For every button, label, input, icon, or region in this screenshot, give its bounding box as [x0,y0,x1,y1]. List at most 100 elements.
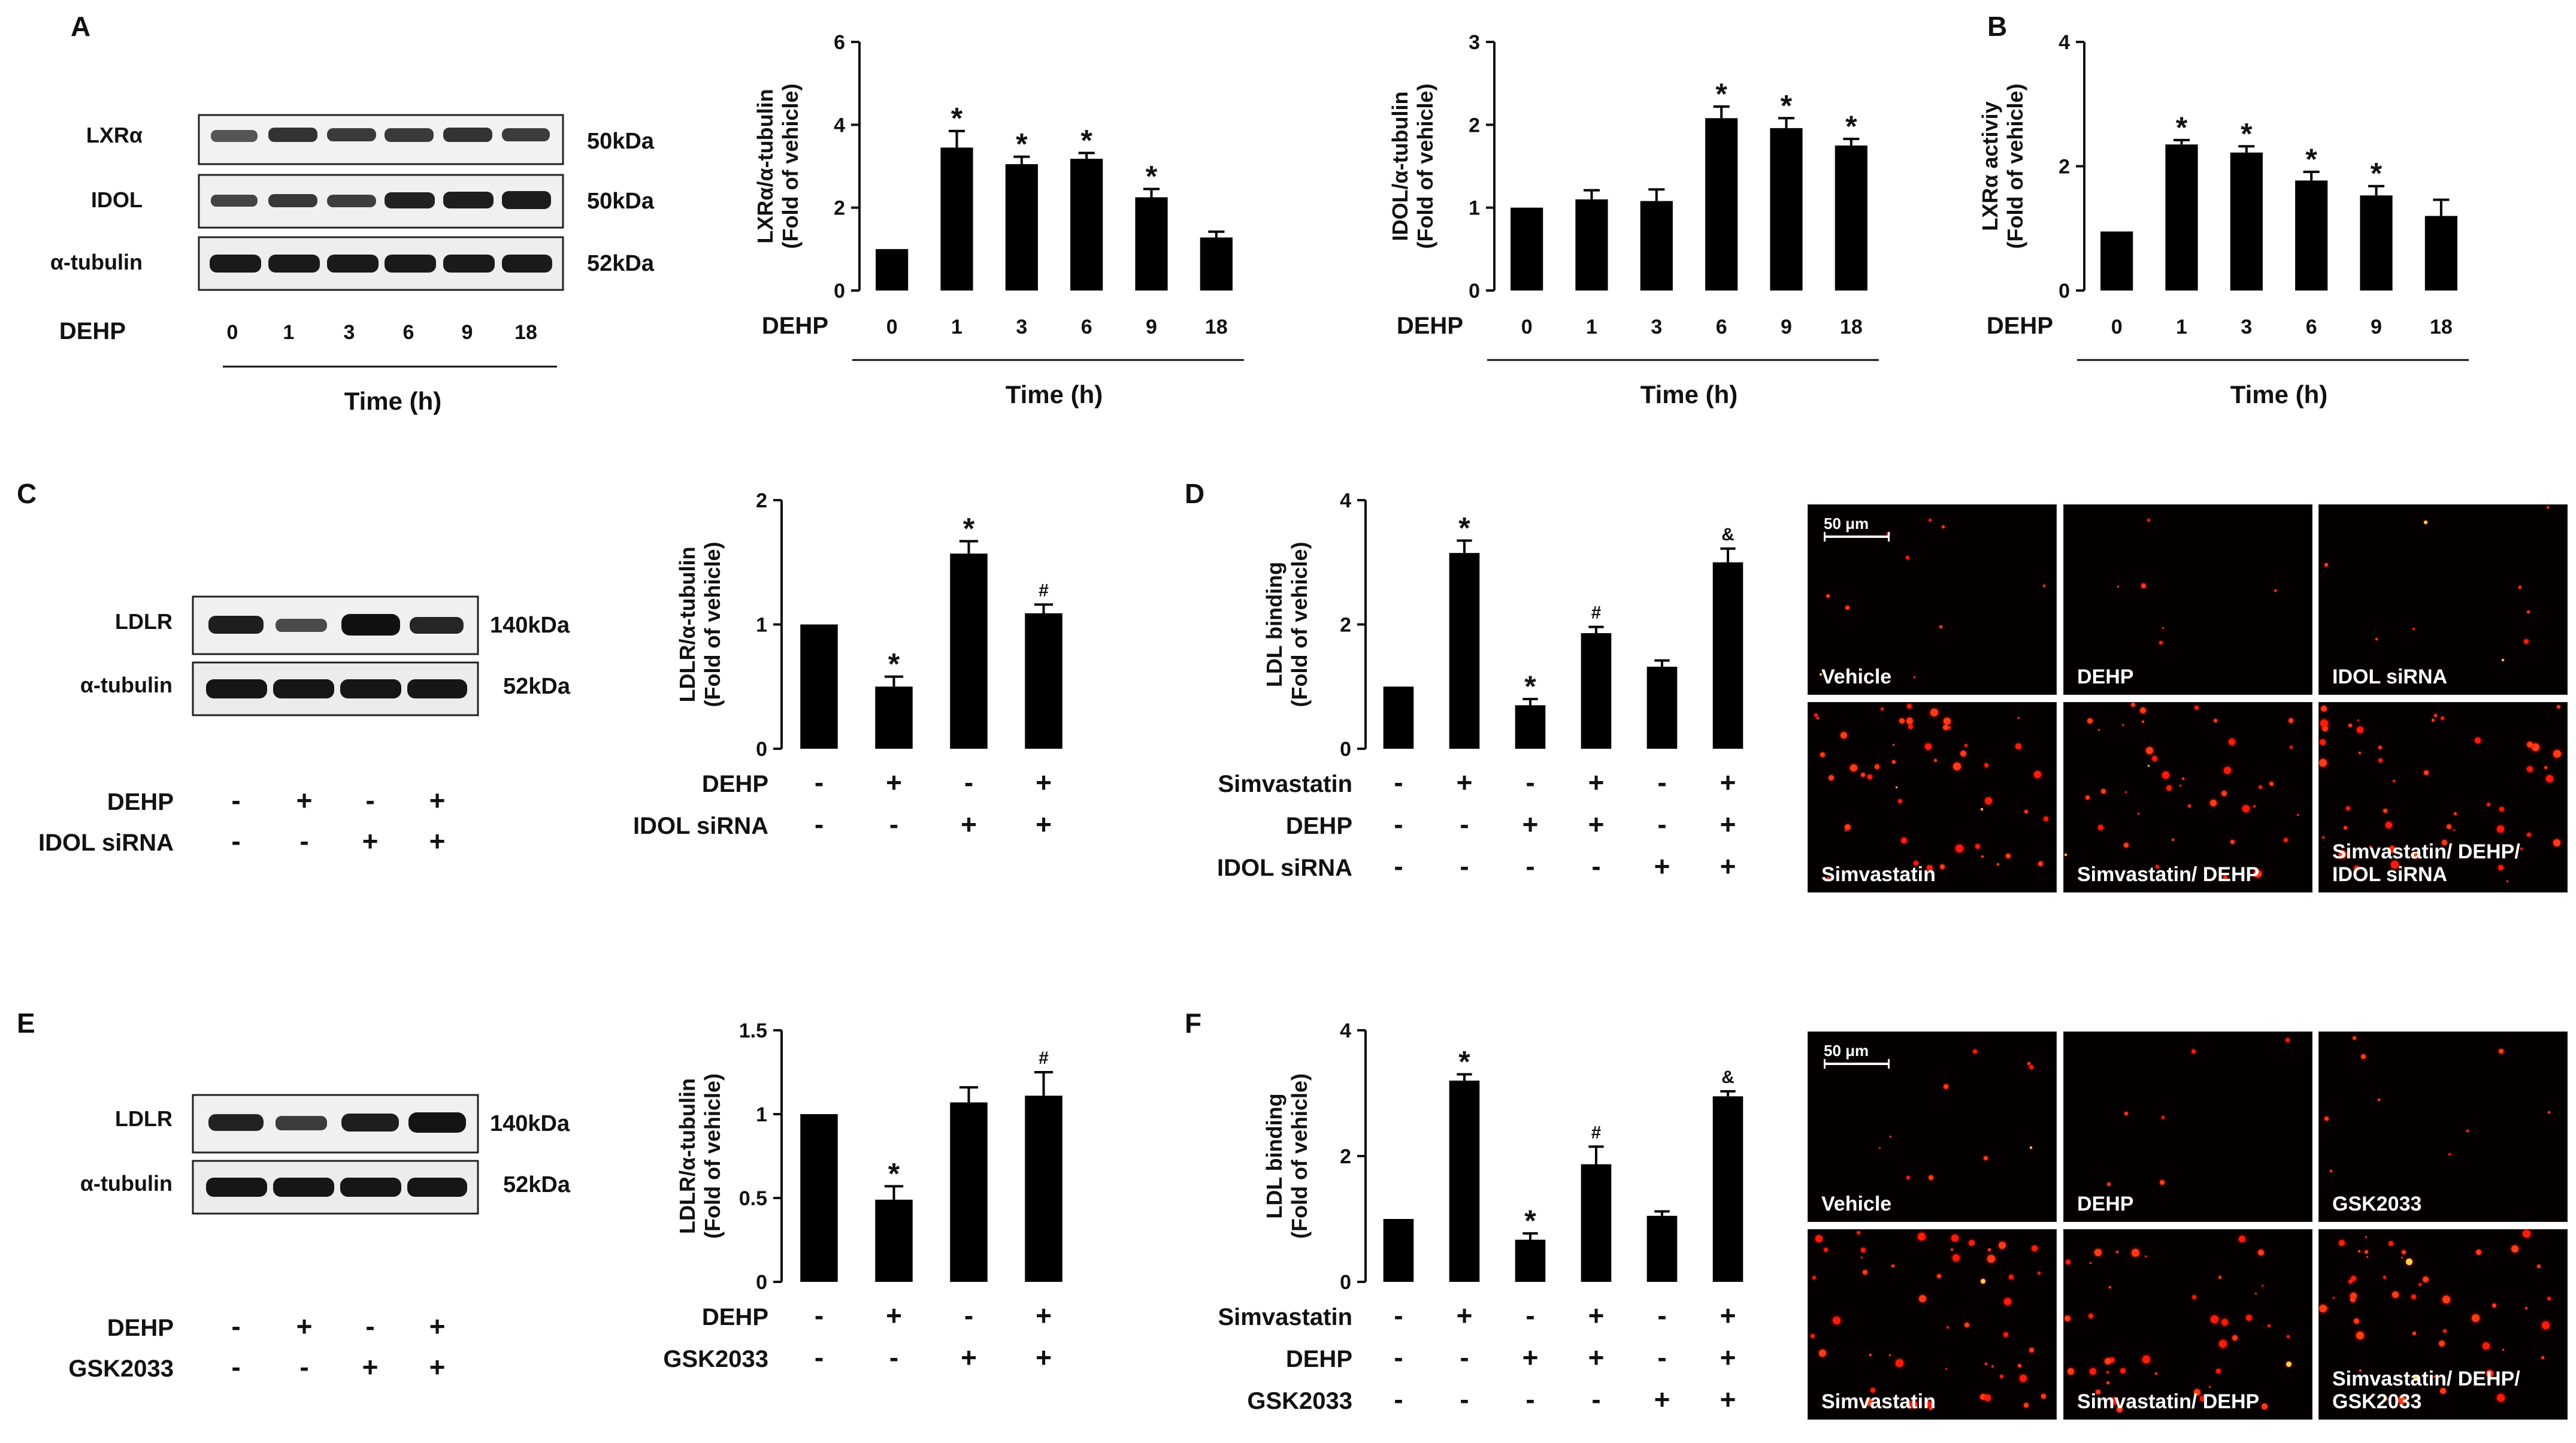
fluorescent-spot [2141,583,2146,588]
fluorescent-spot [2029,1065,2033,1069]
y-tick-label: 0 [1340,1271,1351,1294]
x-axis-label: Time (h) [1640,380,1738,409]
fluorescent-spot [2162,772,2169,779]
blot-a-treatment-label: DEHP [59,318,126,344]
fluorescent-spot [2124,843,2129,848]
fluorescent-spot [1896,1359,1903,1367]
fluorescent-spot [2365,1250,2368,1254]
fluorescent-spot [2221,1319,2228,1326]
fluorescent-spot [2324,1117,2329,1121]
bar [2165,144,2198,291]
fluorescent-spot [2348,724,2352,727]
blot-strip [192,1094,479,1154]
fluorescent-spot [2502,659,2504,661]
fluorescent-spot [2156,865,2159,869]
fluorescent-spot [2090,1262,2091,1264]
fluorescent-spot [2024,1403,2029,1408]
micrograph-label: DEHP [2077,665,2134,688]
fluorescent-spot [1820,752,1825,757]
fluorescent-spot [2393,780,2395,782]
fluorescent-spot [1973,1049,1977,1054]
blot-c-sign: + [429,825,446,857]
micrograph-panel: Simvastatin/ DEHP/GSK2033 [2318,1229,2568,1420]
fluorescent-spot [2369,846,2372,848]
fluorescent-spot [1866,1399,1873,1406]
fluorescent-spot [2366,1256,2368,1258]
panel-letter-f: F [1185,1008,1201,1039]
significance-mark: # [1591,603,1602,623]
significance-mark: * [1781,89,1793,122]
blot-c-sign: + [296,785,313,816]
significance-mark: * [1715,77,1727,111]
condition-label: DEHP [1286,1346,1352,1372]
fluorescent-spot [2286,1038,2290,1042]
bar [2295,180,2328,291]
condition-sign: 1 [2176,316,2187,338]
fluorescent-spot [2527,833,2531,837]
condition-sign: 9 [1146,316,1157,338]
blot-a-row-label: LXRα [86,123,143,147]
fluorescent-spot [2548,1111,2550,1114]
blot-a-lane-label: 3 [344,321,355,344]
fluorescent-spot [1960,751,1966,757]
fluorescent-spot [2418,1283,2421,1286]
bar [1770,128,1803,291]
micrograph-label: Vehicle [1821,665,1892,688]
micrograph-panel: DEHP [2063,504,2312,695]
fluorescent-spot [1947,726,1951,730]
fluorescent-spot [2125,791,2127,793]
fluorescent-spot [2066,1260,2071,1264]
fluorescent-spot [1944,718,1951,725]
blot-a-time-label: Time (h) [344,387,442,415]
fluorescent-spot [1930,709,1938,716]
significance-mark: # [1591,1123,1602,1142]
bar [1835,145,1867,291]
fluorescent-spot [2140,707,2146,713]
fluorescent-spot [2120,1368,2126,1374]
condition-sign: - [1394,851,1403,882]
fluorescent-spot [2497,825,2504,833]
fluorescent-spot [2414,1377,2418,1381]
y-axis-label-line: (Fold of vehicle) [778,83,803,249]
fluorescent-spot [2200,1396,2206,1402]
fluorescent-spot [2322,725,2328,731]
blot-e-sign: - [299,1351,308,1383]
fluorescent-spot [2166,785,2172,791]
fluorescent-spot [2286,1362,2292,1367]
blot-c-size-label: 140kDa [490,613,570,638]
fluorescent-spot [1929,519,1932,522]
condition-sign: - [815,767,824,798]
y-tick-label: 0 [1469,280,1480,302]
bar-chart-lxra-tubulin: 0 2 4 6 LXRα/α-tubulin(Fold of vehicle) * * * * D… [753,31,1244,409]
significance-mark: # [1039,580,1049,600]
fluorescent-spot [2527,766,2533,772]
panel-letter-d: D [1185,478,1204,509]
fluorescent-spot [2412,1332,2416,1335]
fluorescent-spot [1914,676,1915,678]
condition-sign: - [815,809,824,840]
fluorescent-spot [1817,717,1819,719]
scale-bar-line [1824,1059,1890,1069]
fluorescent-spot [2098,729,2100,731]
bar-chart-ldl-binding-gsk2033: 0 2 4 LDL binding(Fold of vehicle) * * # & Simva… [1218,1020,1743,1415]
y-tick-label: 2 [1340,614,1351,637]
fluorescent-spot [1826,877,1830,881]
y-axis-label: LDLR/α-tubulin(Fold of vehicle) [675,541,725,707]
fluorescent-spot [2487,803,2490,806]
fluorescent-spot [2229,739,2235,745]
fluorescent-spot [2557,705,2560,709]
condition-label: Simvastatin [1218,771,1352,797]
blot-strip [198,114,564,165]
condition-sign: 3 [1651,316,1662,338]
fluorescent-spot [2258,1250,2264,1256]
y-axis-label-line: (Fold of vehicle) [1413,83,1437,249]
bar [1005,164,1038,291]
fluorescent-spot [1981,1279,1985,1284]
fluorescent-spot [2441,716,2444,720]
fluorescent-spot [2160,1180,2165,1185]
fluorescent-spot [1815,1235,1823,1242]
bar [2100,231,2133,291]
fluorescent-spot [2098,825,2103,830]
fluorescent-spot [2015,743,2021,749]
condition-sign: + [961,1342,977,1373]
